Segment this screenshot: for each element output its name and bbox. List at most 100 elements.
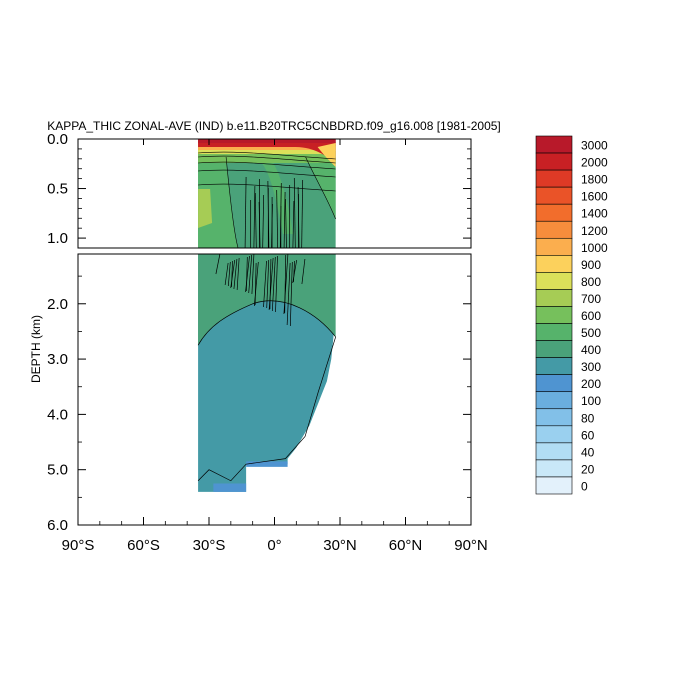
- legend-swatch: [535, 340, 573, 358]
- contour-line-upper: [198, 169, 336, 178]
- legend-swatch: [535, 220, 573, 239]
- legend-swatch: [535, 186, 573, 205]
- lower-panel: 2.0 3.0 4.0 5.0 6.0 90°S 60°S 30°S 0° 30°N 60°N 90…: [47, 139, 488, 554]
- contour-line-lower: [289, 261, 293, 327]
- contour-line-upper: [198, 151, 336, 160]
- contour-line-lower: [197, 300, 336, 346]
- contour-line-lower: [251, 253, 255, 295]
- contour-line-lower: [248, 254, 253, 294]
- contour-line-upper: [283, 191, 286, 249]
- contour-line-upper: [292, 200, 295, 249]
- legend-label: 0: [581, 479, 588, 493]
- y-tick-label: 6.0: [47, 517, 68, 534]
- legend-label: 100: [581, 394, 601, 408]
- y-tick-label: 0.5: [47, 181, 68, 198]
- x-tick-label: 60°N: [389, 537, 423, 554]
- contour-line-lower: [236, 257, 240, 291]
- y-tick-label: 2.0: [47, 296, 68, 313]
- upper-panel: 0.0 0.5 1.0: [47, 131, 472, 249]
- x-tick-label: 90°N: [454, 537, 488, 554]
- legend-label: 300: [581, 360, 601, 374]
- contour-line-lower: [263, 260, 267, 308]
- contour-line-upper: [297, 186, 300, 249]
- legend-label: 900: [581, 258, 601, 272]
- y-axis-label: DEPTH (km): [29, 315, 43, 383]
- contour-line-upper: [225, 156, 239, 249]
- x-tick-label: 30°S: [193, 537, 226, 554]
- contour-line-lower: [292, 259, 298, 284]
- y-tick-label: 4.0: [47, 406, 68, 423]
- contour-line-upper: [305, 156, 336, 220]
- contour-line-lower: [233, 258, 238, 290]
- legend-label: 200: [581, 377, 601, 391]
- contour-line-upper: [262, 194, 265, 249]
- legend-label: 2000: [581, 156, 608, 170]
- y-tick-label: 1.0: [47, 230, 68, 247]
- field-2000: [198, 139, 336, 161]
- contour-line-lower: [271, 256, 276, 312]
- legend-label: 60: [581, 428, 595, 442]
- legend-swatch: [535, 476, 573, 495]
- legend-swatch: [535, 408, 573, 427]
- contour-line-upper: [293, 177, 296, 249]
- chart-title: KAPPA_THIC ZONAL-AVE (IND) b.e11.B20TRC5…: [47, 119, 501, 133]
- legend-label: 20: [581, 462, 595, 476]
- legend: 0 20 40 60 80 100 200 300 400 500 600 700 800 900 1000…: [535, 135, 608, 495]
- contour-line-upper: [258, 201, 261, 249]
- contour-line-upper: [301, 179, 304, 249]
- legend-swatch: [535, 323, 573, 341]
- legend-label: 1200: [581, 224, 608, 238]
- legend-label: 80: [581, 411, 595, 425]
- legend-swatch: [535, 374, 573, 393]
- legend-label: 1600: [581, 190, 608, 204]
- y-tick-label: 0.0: [47, 131, 68, 148]
- legend-label: 400: [581, 343, 601, 357]
- legend-swatch: [535, 459, 573, 478]
- contour-line-upper: [285, 198, 287, 249]
- contour-line-upper: [244, 176, 247, 249]
- contour-line-lower: [268, 257, 274, 311]
- contour-line-lower: [227, 261, 231, 287]
- field-200: [246, 461, 288, 467]
- contour-line-lower: [253, 261, 259, 307]
- legend-label: 1000: [581, 241, 608, 255]
- contour-line-upper: [254, 192, 257, 249]
- legend-label: 3000: [581, 139, 608, 153]
- contour-line-lower: [301, 258, 306, 285]
- legend-swatch: [535, 272, 573, 290]
- contour-line-upper: [198, 155, 336, 164]
- legend-swatch: [535, 357, 573, 375]
- field-1000: [198, 145, 336, 150]
- contour-line-lower: [266, 259, 270, 309]
- legend-swatch: [535, 442, 573, 461]
- contour-line-lower: [224, 262, 229, 286]
- legend-swatch: [535, 425, 573, 444]
- contour-line-lower: [215, 253, 221, 275]
- legend-label: 700: [581, 292, 601, 306]
- contour-line-upper: [253, 185, 256, 249]
- y-tick-label: 5.0: [47, 462, 68, 479]
- legend-swatch: [535, 306, 573, 324]
- field-3000: [198, 139, 336, 143]
- legend-swatch: [535, 169, 573, 188]
- field-200: [213, 483, 247, 492]
- legend-swatch: [535, 203, 573, 222]
- field-900-east: [317, 143, 336, 167]
- contour-line-lower: [275, 255, 278, 313]
- contour-line-upper: [276, 189, 279, 249]
- legend-label: 1800: [581, 173, 608, 187]
- legend-swatch: [535, 237, 573, 256]
- contour-line-lower: [230, 259, 236, 289]
- legend-label: 600: [581, 309, 601, 323]
- legend-swatch: [535, 135, 573, 154]
- contour-line-lower: [197, 336, 336, 482]
- legend-label: 800: [581, 275, 601, 289]
- x-tick-label: 0°: [267, 537, 281, 554]
- x-tick-label: 90°S: [62, 537, 95, 554]
- y-tick-label: 3.0: [47, 351, 68, 368]
- legend-label: 1400: [581, 207, 608, 221]
- field-800: [198, 148, 336, 154]
- legend-label: 500: [581, 326, 601, 340]
- legend-swatch: [535, 255, 573, 273]
